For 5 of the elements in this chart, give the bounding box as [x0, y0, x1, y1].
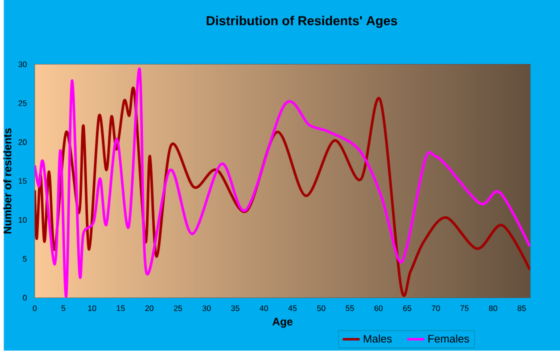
x-axis-title: Age [272, 318, 292, 328]
y-axis-title: Number of residents [3, 128, 12, 234]
chart-title: Distribution of Residents' Ages [206, 16, 398, 28]
legend-label: Females [428, 334, 470, 343]
legend-label: Males [364, 334, 392, 343]
